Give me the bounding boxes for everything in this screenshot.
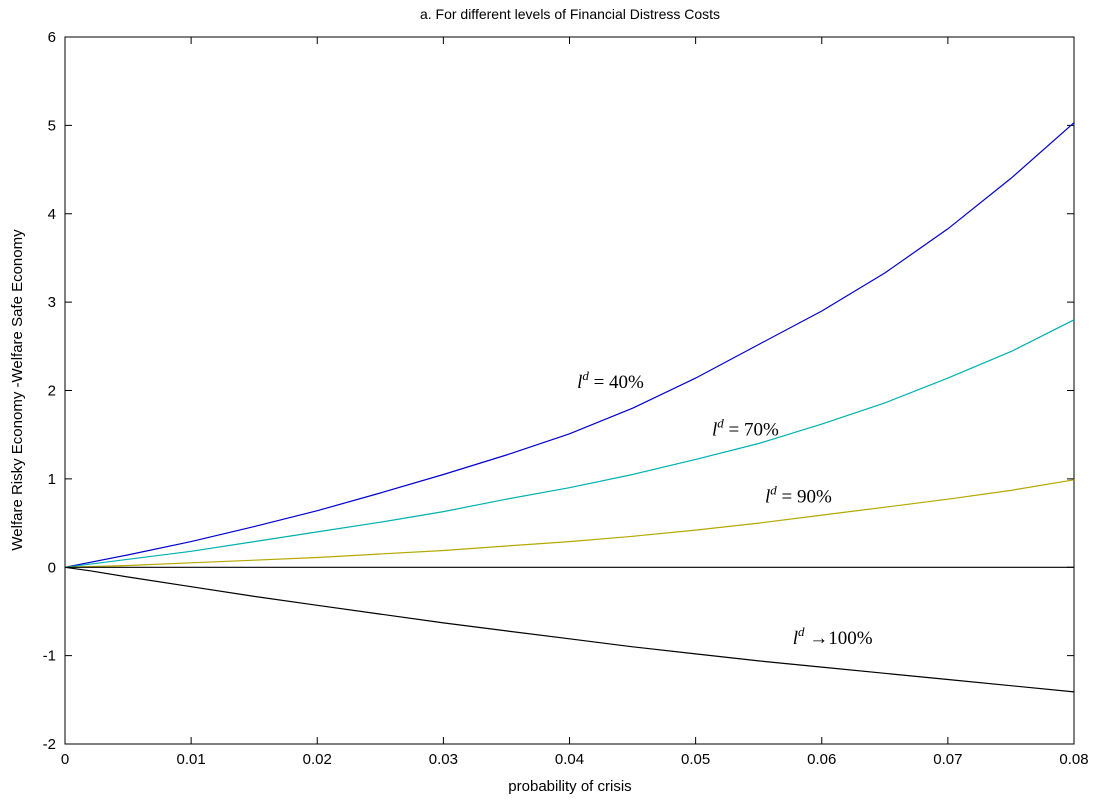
plot-frame <box>64 36 1075 745</box>
x-tick-label: 0 <box>61 751 69 768</box>
y-axis-label: Welfare Risky Economy -Welfare Safe Econ… <box>9 229 26 551</box>
y-tick-label: 5 <box>48 117 56 134</box>
x-tick-label: 0.06 <box>807 751 836 768</box>
series-label: ld = 40% <box>577 368 644 393</box>
x-tick-label: 0.02 <box>303 751 332 768</box>
series-line-0 <box>64 122 1075 568</box>
chart-title: a. For different levels of Financial Dis… <box>420 6 720 22</box>
series-line-1 <box>64 319 1075 568</box>
series-labels: ld = 40% ld = 70% ld = 90% ld →100% <box>577 368 873 649</box>
y-tick-label: 0 <box>48 559 56 576</box>
plot-area <box>64 36 1075 745</box>
y-axis-ticks: -2 -1 0 1 2 3 4 5 6 <box>43 29 1074 753</box>
x-tick-label: 0.03 <box>429 751 458 768</box>
x-tick-label: 0.07 <box>933 751 962 768</box>
x-tick-label: 0.04 <box>555 751 584 768</box>
y-tick-label: 1 <box>48 471 56 488</box>
series-label: ld = 90% <box>765 483 832 508</box>
x-tick-label: 0.08 <box>1059 751 1088 768</box>
y-tick-label: 2 <box>48 383 56 400</box>
series-label: ld →100% <box>793 624 873 649</box>
series-line-3 <box>64 566 1075 693</box>
y-tick-label: 6 <box>48 29 56 46</box>
x-tick-label: 0.01 <box>177 751 206 768</box>
y-tick-label: 3 <box>48 294 56 311</box>
y-tick-label: 4 <box>48 206 56 223</box>
x-tick-label: 0.05 <box>681 751 710 768</box>
y-tick-label: -1 <box>43 648 56 665</box>
y-tick-label: -2 <box>43 736 56 753</box>
series-label: ld = 70% <box>712 416 779 441</box>
x-axis-label: probability of crisis <box>508 778 631 795</box>
x-axis-ticks: 0 0.01 0.02 0.03 0.04 0.05 0.06 0.07 0.08 <box>61 37 1089 768</box>
series-line-2 <box>64 479 1075 568</box>
series-lines <box>64 122 1075 693</box>
